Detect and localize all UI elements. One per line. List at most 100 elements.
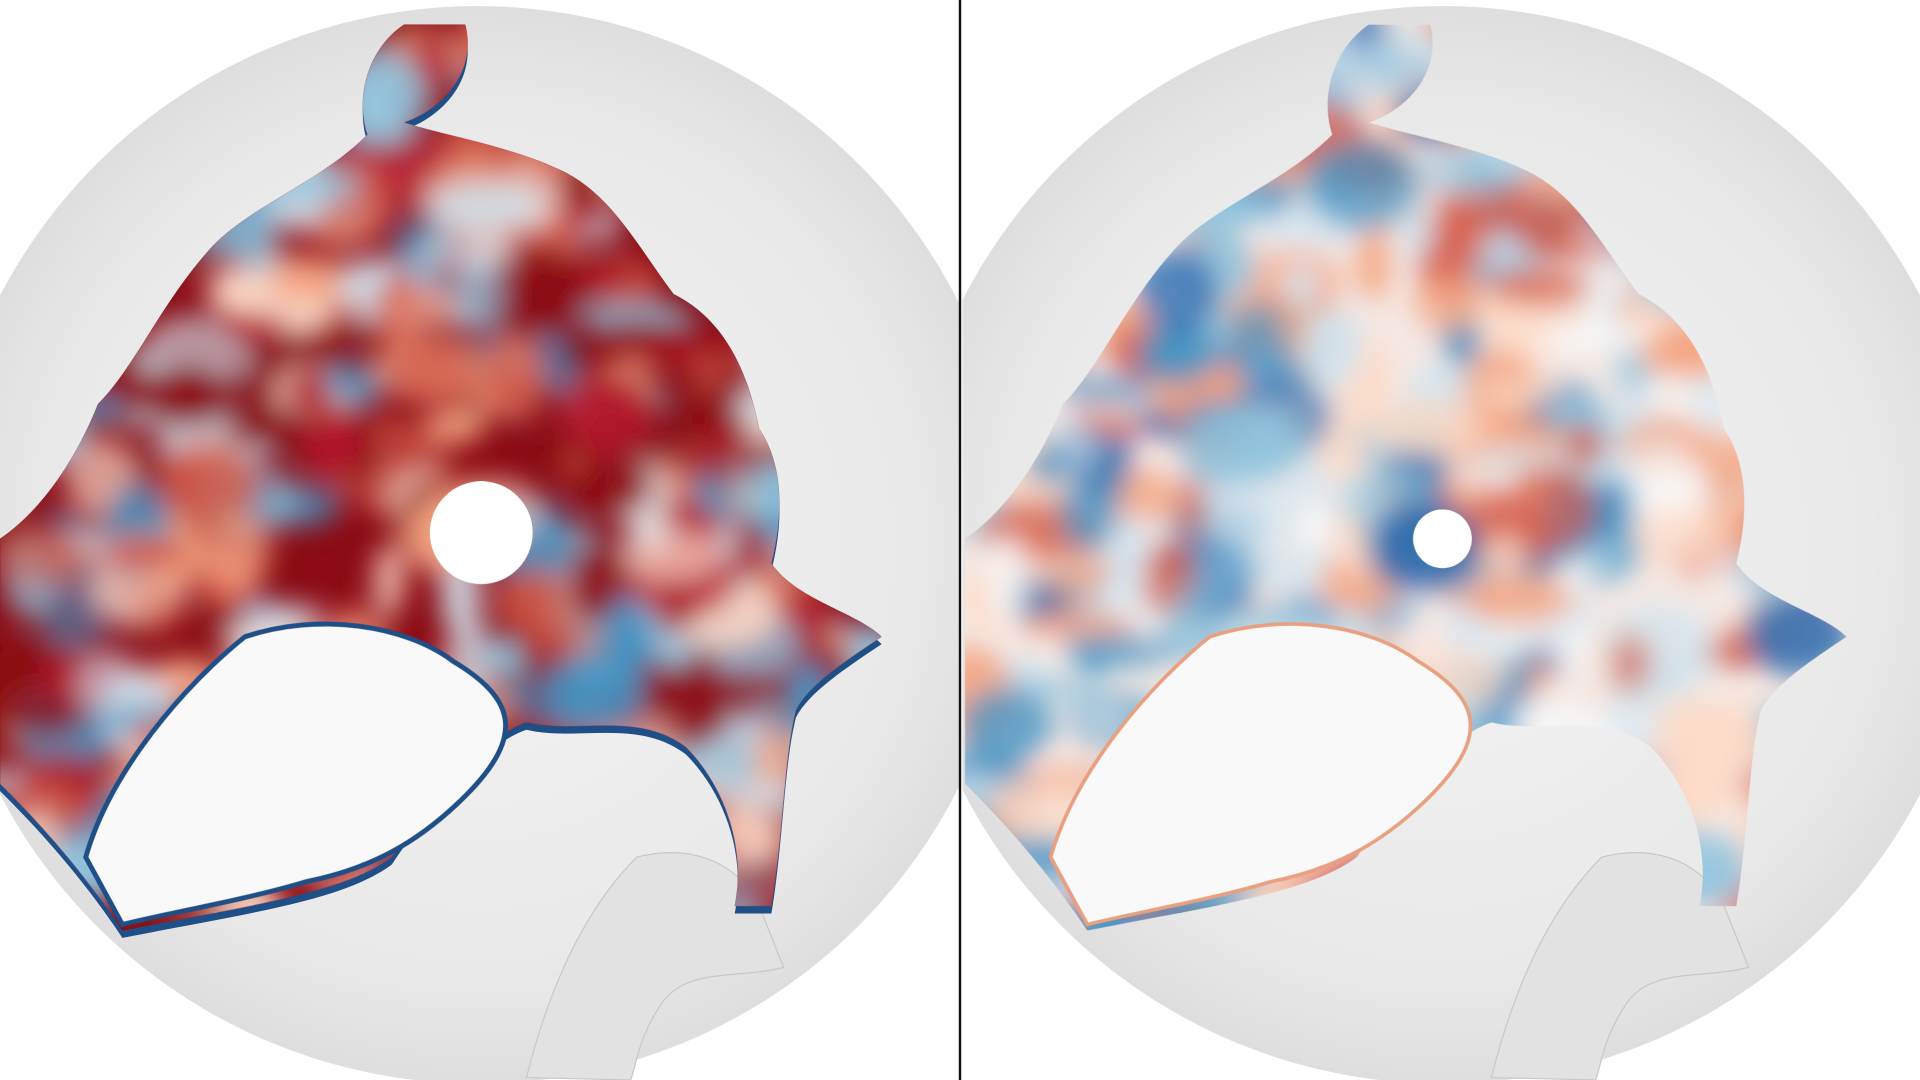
anomaly-patch xyxy=(964,871,1018,920)
anomaly-patch xyxy=(1081,703,1127,733)
anomaly-patch xyxy=(1762,24,1847,87)
anomaly-patch xyxy=(998,24,1082,69)
anomaly-patch xyxy=(814,59,867,97)
anomaly-patch xyxy=(1037,39,1085,88)
anomaly-patch xyxy=(28,85,126,160)
anomaly-patch xyxy=(425,180,545,234)
anomaly-patch xyxy=(0,24,53,110)
anomaly-patch xyxy=(964,687,1054,762)
anomaly-patch xyxy=(1636,698,1754,778)
anomaly-patch xyxy=(831,93,882,160)
anomaly-patch xyxy=(1137,324,1218,383)
anomaly-patch xyxy=(386,341,480,408)
anomaly-patch xyxy=(1474,381,1569,408)
anomaly-patch xyxy=(140,24,214,85)
anomaly-patch xyxy=(993,61,1101,107)
anomaly-patch xyxy=(1365,397,1480,456)
anomaly-patch xyxy=(1093,24,1199,77)
anomaly-patch xyxy=(621,530,722,582)
anomaly-patch xyxy=(202,515,271,590)
anomaly-patch xyxy=(1305,139,1422,231)
anomaly-patch xyxy=(1044,24,1111,98)
anomaly-patch xyxy=(1297,500,1333,552)
anomaly-patch xyxy=(866,84,882,160)
anomaly-patch xyxy=(42,45,152,70)
anomaly-patch xyxy=(565,457,654,516)
anomaly-patch xyxy=(1412,274,1492,333)
anomaly-patch xyxy=(988,72,1049,145)
anomaly-patch xyxy=(1207,481,1302,545)
anomaly-patch xyxy=(780,49,845,100)
anomaly-patch xyxy=(1137,247,1218,337)
left-map xyxy=(0,6,959,1080)
anomaly-patch xyxy=(373,545,404,616)
anomaly-patch xyxy=(146,589,176,636)
anomaly-patch xyxy=(158,24,203,85)
anomaly-patch xyxy=(40,65,110,159)
anomaly-patch xyxy=(829,76,876,104)
anomaly-patch xyxy=(180,24,216,66)
anomaly-patch xyxy=(347,399,378,489)
anomaly-patch xyxy=(1505,465,1597,552)
anomaly-patch xyxy=(1134,24,1175,58)
anomaly-patch xyxy=(1290,453,1330,507)
right-map xyxy=(962,6,1920,1080)
anomaly-patch xyxy=(285,371,331,411)
anomaly-patch xyxy=(138,362,234,429)
anomaly-patch xyxy=(1400,200,1434,261)
anomaly-patch xyxy=(562,199,607,234)
anomaly-patch xyxy=(157,438,257,527)
anomaly-patch xyxy=(494,569,576,631)
pole-hole xyxy=(429,481,533,585)
anomaly-patch xyxy=(965,42,1081,124)
anomaly-patch xyxy=(14,131,52,164)
anomaly-patch xyxy=(101,46,176,99)
anomaly-patch xyxy=(1255,543,1338,595)
anomaly-patch xyxy=(0,529,96,588)
anomaly-patch xyxy=(1461,576,1575,624)
anomaly-patch xyxy=(806,24,882,82)
anomaly-patch xyxy=(854,68,882,117)
anomaly-patch xyxy=(223,407,319,449)
anomaly-patch xyxy=(1797,25,1847,92)
anomaly-patch xyxy=(987,535,1029,626)
anomaly-patch xyxy=(370,289,459,321)
anomaly-patch xyxy=(1231,421,1292,474)
anomaly-patch xyxy=(481,333,545,420)
anomaly-patch xyxy=(964,24,1008,67)
anomaly-patch xyxy=(1173,473,1208,542)
anomaly-patch xyxy=(77,650,138,721)
anomaly-patch xyxy=(1285,267,1317,307)
anomaly-patch xyxy=(1487,266,1592,307)
anomaly-patch xyxy=(133,24,217,88)
anomaly-patch xyxy=(97,535,188,571)
anomaly-patch xyxy=(829,24,872,104)
anomaly-patch xyxy=(964,25,1019,73)
anomaly-patch xyxy=(304,402,357,483)
anomaly-patch xyxy=(0,106,58,175)
anomaly-patch xyxy=(762,45,857,100)
anomaly-patch xyxy=(964,103,1011,180)
anomaly-patch xyxy=(200,601,239,635)
anomaly-patch xyxy=(1116,24,1159,47)
anomaly-patch xyxy=(1195,543,1266,592)
anomaly-patch xyxy=(1021,611,1137,639)
anomaly-patch xyxy=(1466,446,1573,472)
anomaly-patch xyxy=(606,595,652,683)
anomaly-patch xyxy=(1357,226,1391,302)
anomaly-patch xyxy=(740,24,840,86)
anomaly-patch xyxy=(594,319,704,346)
pole-hole xyxy=(1413,509,1472,569)
anomaly-patch xyxy=(869,34,882,82)
anomaly-patch xyxy=(57,81,90,149)
anomaly-patch xyxy=(699,421,737,489)
anomaly-patch xyxy=(1420,147,1519,198)
anomaly-patch xyxy=(1629,505,1730,570)
anomaly-patch xyxy=(446,260,503,335)
anomaly-patch xyxy=(1666,25,1743,63)
anomaly-patch xyxy=(474,244,588,340)
anomaly-patch xyxy=(411,233,514,275)
anomaly-patch xyxy=(1480,533,1526,584)
